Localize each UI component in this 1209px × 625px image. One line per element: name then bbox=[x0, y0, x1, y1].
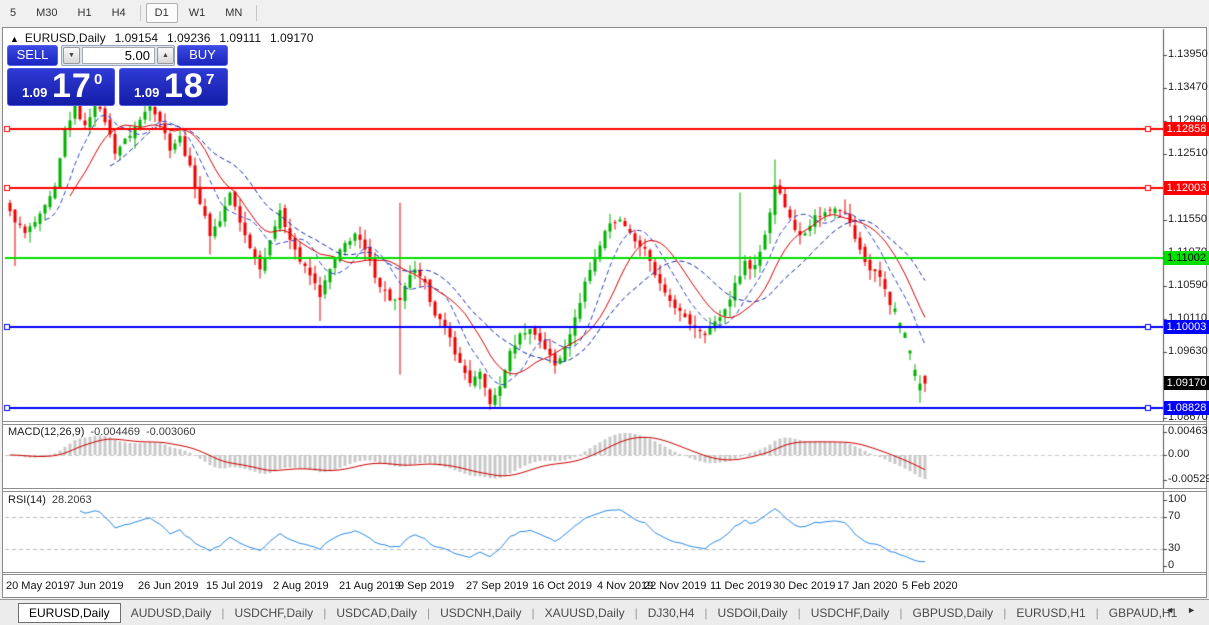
rsi-axis-tick: 30 bbox=[1168, 542, 1181, 554]
ohlc-high: 1.09236 bbox=[167, 31, 211, 45]
one-click-trading-panel: SELL ▼ ▲ BUY 1.09 17 0 1.09 18 7 bbox=[7, 45, 228, 106]
date-axis-label: 20 May 2019 bbox=[6, 580, 70, 592]
macd-name: MACD(12,26,9) bbox=[8, 426, 85, 438]
price-axis-tick: 1.12510 bbox=[1168, 147, 1208, 159]
tab-scroll-arrows: ◄ ► bbox=[1160, 604, 1201, 616]
macd-value-main: -0.004469 bbox=[90, 426, 140, 438]
macd-axis-tick: 0.00463 bbox=[1168, 425, 1208, 437]
volume-input[interactable] bbox=[82, 47, 155, 64]
sell-price-pip: 0 bbox=[94, 71, 103, 88]
sell-button[interactable]: SELL bbox=[7, 45, 58, 66]
macd-label: MACD(12,26,9) -0.004469 -0.003060 bbox=[8, 426, 196, 438]
date-axis-label: 30 Dec 2019 bbox=[773, 580, 836, 592]
sell-price-base: 1.09 bbox=[22, 85, 48, 100]
pane-separator-bottom bbox=[3, 572, 1206, 575]
date-axis-label: 17 Jan 2020 bbox=[837, 580, 898, 592]
buy-price-base: 1.09 bbox=[134, 85, 160, 100]
hline-price-label: 1.11002 bbox=[1164, 251, 1209, 265]
date-axis-label: 2 Aug 2019 bbox=[273, 580, 329, 592]
date-axis-label: 4 Nov 2019 bbox=[597, 580, 654, 592]
date-axis-label: 15 Jul 2019 bbox=[206, 580, 263, 592]
buy-button[interactable]: BUY bbox=[177, 45, 228, 66]
date-axis-label: 22 Nov 2019 bbox=[644, 580, 707, 592]
sell-price-big: 17 bbox=[52, 67, 92, 105]
price-axis-tick: 1.09630 bbox=[1168, 345, 1208, 357]
price-axis-tick: 1.10590 bbox=[1168, 279, 1208, 291]
tab-scroll-right-icon[interactable]: ► bbox=[1187, 605, 1196, 615]
ohlc-open: 1.09154 bbox=[114, 31, 158, 45]
ohlc-low: 1.09111 bbox=[219, 31, 261, 45]
date-axis-label: 16 Oct 2019 bbox=[532, 580, 592, 592]
date-axis-label: 26 Jun 2019 bbox=[138, 580, 199, 592]
rsi-axis-tick: 0 bbox=[1168, 559, 1175, 571]
rsi-axis-tick: 100 bbox=[1168, 493, 1187, 505]
collapse-arrow-icon[interactable]: ▲ bbox=[10, 34, 19, 44]
volume-decrease-icon[interactable]: ▼ bbox=[63, 47, 80, 64]
pane-separator-macd[interactable] bbox=[3, 421, 1206, 425]
hline-price-label: 1.10003 bbox=[1164, 320, 1209, 334]
chart-title: ▲ EURUSD,Daily 1.09154 1.09236 1.09111 1.0917… bbox=[10, 31, 313, 45]
ohlc-close: 1.09170 bbox=[270, 31, 314, 45]
macd-value-signal: -0.003060 bbox=[145, 426, 196, 438]
date-axis-label: 11 Dec 2019 bbox=[710, 580, 772, 592]
date-axis-label: 27 Sep 2019 bbox=[466, 580, 529, 592]
price-axis-tick: 1.11550 bbox=[1168, 213, 1207, 225]
price-axis-tick: 1.13470 bbox=[1168, 81, 1208, 93]
hline-price-label: 1.08828 bbox=[1164, 401, 1209, 415]
current-price-label: 1.09170 bbox=[1164, 376, 1209, 390]
hline-price-label: 1.12858 bbox=[1164, 122, 1209, 136]
rsi-axis-tick: 70 bbox=[1168, 510, 1181, 522]
date-axis-label: 9 Sep 2019 bbox=[398, 580, 455, 592]
macd-axis-tick: -0.005299 bbox=[1168, 473, 1209, 485]
buy-price-big: 18 bbox=[164, 67, 204, 105]
macd-axis-tick: 0.00 bbox=[1168, 448, 1190, 460]
rsi-value: 28.2063 bbox=[51, 494, 92, 506]
buy-price-pip: 7 bbox=[206, 71, 215, 88]
sell-quote-button[interactable]: 1.09 17 0 bbox=[7, 67, 115, 106]
date-axis: 20 May 2019 7 Jun 2019 26 Jun 2019 15 Jul 2… bbox=[3, 575, 1206, 597]
pane-separator-rsi[interactable] bbox=[3, 488, 1206, 492]
chart-symbol-label: EURUSD,Daily bbox=[24, 31, 106, 45]
rsi-label: RSI(14) 28.2063 bbox=[8, 494, 92, 506]
rsi-name: RSI(14) bbox=[8, 494, 46, 506]
date-axis-label: 5 Feb 2020 bbox=[902, 580, 958, 592]
volume-increase-icon[interactable]: ▲ bbox=[157, 47, 174, 64]
date-axis-label: 21 Aug 2019 bbox=[339, 580, 401, 592]
hline-price-label: 1.12003 bbox=[1164, 181, 1209, 195]
price-axis-tick: 1.13950 bbox=[1168, 48, 1208, 60]
volume-stepper: ▼ ▲ bbox=[61, 45, 175, 66]
tab-scroll-left-icon[interactable]: ◄ bbox=[1165, 605, 1175, 615]
buy-quote-button[interactable]: 1.09 18 7 bbox=[119, 67, 228, 106]
date-axis-label: 7 Jun 2019 bbox=[69, 580, 124, 592]
